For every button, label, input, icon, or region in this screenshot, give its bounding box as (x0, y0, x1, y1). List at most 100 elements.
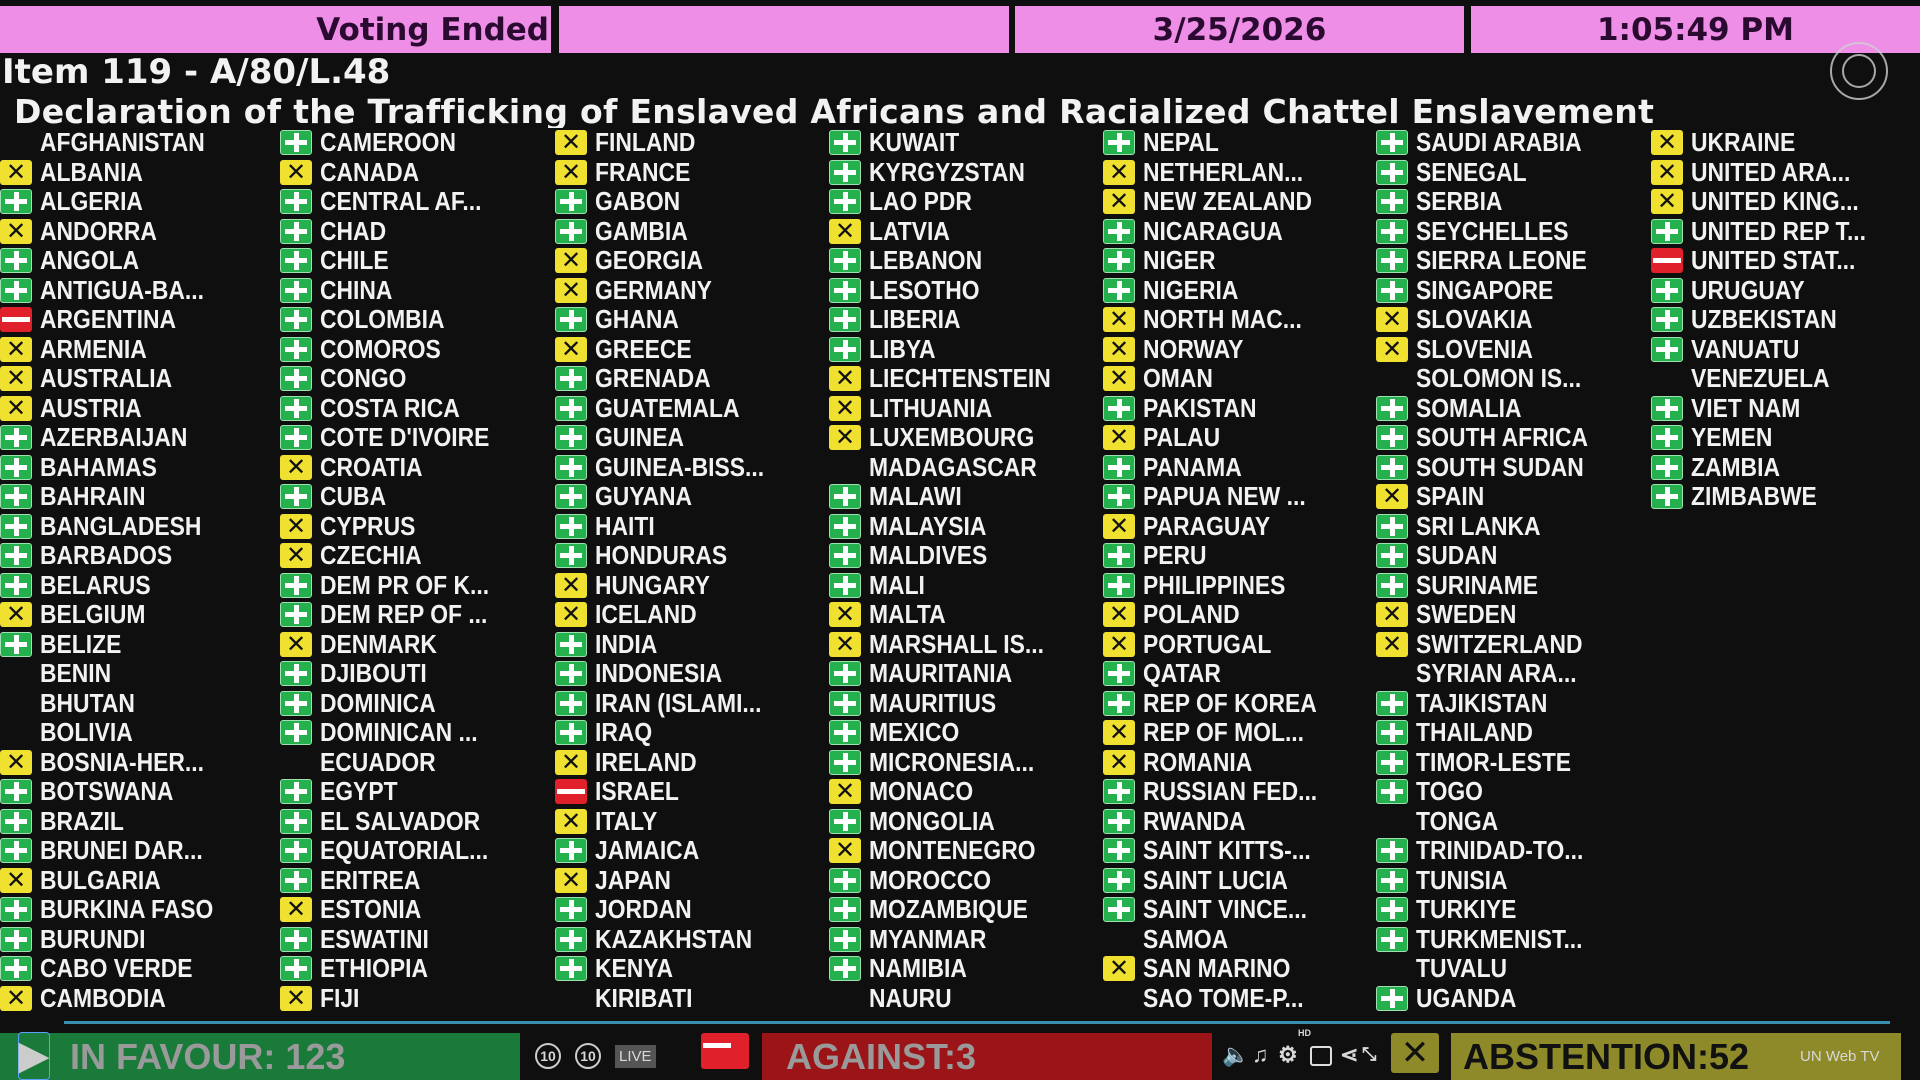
country-name: GUINEA-BISS... (595, 451, 765, 482)
country-row: ANTIGUA-BA... (0, 275, 270, 306)
abstain-vote-icon (1103, 720, 1135, 746)
country-name: GRENADA (595, 363, 711, 394)
country-row: GHANA (555, 304, 825, 335)
yes-vote-icon (0, 956, 32, 982)
country-row: LESOTHO (829, 274, 1099, 306)
country-name: SAINT LUCIA (1143, 864, 1288, 895)
country-name: CHILE (320, 245, 389, 276)
yes-vote-icon (280, 867, 312, 893)
yes-vote-icon (0, 189, 32, 215)
country-name: DEM REP OF ... (320, 599, 488, 630)
no-vote-blank-icon (0, 130, 32, 155)
yes-vote-icon (280, 307, 312, 333)
country-row: MYANMAR (829, 924, 1099, 955)
brand-label: UN Web TV (1800, 1048, 1880, 1065)
country-name: SAINT KITTS-... (1143, 835, 1311, 866)
vote-column: FINLANDFRANCEGABONGAMBIAGEORGIAGERMANYGH… (555, 127, 825, 1013)
country-name: SEYCHELLES (1416, 215, 1569, 246)
yes-vote-icon (1376, 572, 1408, 598)
yes-vote-icon (1103, 838, 1135, 864)
country-name: AUSTRIA (40, 392, 142, 423)
yes-vote-icon (1376, 867, 1408, 893)
live-button[interactable]: LIVE (615, 1045, 656, 1068)
fullscreen-icon[interactable]: ⤡ (1362, 1044, 1377, 1064)
country-name: ROMANIA (1143, 746, 1253, 777)
country-name: TAJIKISTAN (1416, 687, 1548, 718)
rewind-10-button[interactable]: 10 (535, 1043, 561, 1069)
abstain-vote-icon (555, 159, 587, 185)
country-row: GUINEA (555, 422, 825, 453)
vote-time: 1:05:49 PM (1471, 6, 1920, 53)
country-row: MICRONESIA... (829, 747, 1099, 778)
country-name: SWITZERLAND (1416, 628, 1583, 659)
yes-vote-icon (829, 189, 861, 215)
country-name: NORWAY (1143, 333, 1244, 364)
country-row: ISRAEL (555, 776, 825, 807)
country-row: BAHAMAS (0, 452, 270, 483)
country-row: SAN MARINO (1103, 953, 1373, 984)
country-row: BULGARIA (0, 865, 270, 896)
country-row: CAMEROON (280, 127, 550, 158)
country-name: TIMOR-LESTE (1416, 746, 1572, 777)
country-name: NAURU (869, 982, 952, 1013)
yes-vote-icon (0, 897, 32, 923)
country-row: BENIN (0, 658, 270, 689)
progress-bar[interactable] (64, 1021, 1890, 1024)
settings-icon[interactable]: ⚙ (1278, 1042, 1298, 1067)
country-name: LESOTHO (869, 274, 980, 305)
yes-vote-icon (1376, 513, 1408, 539)
country-row: BURKINA FASO (0, 894, 270, 925)
country-row: KUWAIT (829, 127, 1099, 158)
country-row: IRAQ (555, 717, 825, 748)
country-row: MARSHALL IS... (829, 629, 1099, 660)
yes-vote-icon (1651, 395, 1683, 421)
country-row: DOMINICAN ... (280, 717, 550, 748)
country-row: SWEDEN (1376, 599, 1646, 630)
country-row: MALI (829, 570, 1099, 601)
yes-vote-icon (0, 543, 32, 569)
resolution-title: Declaration of the Trafficking of Enslav… (14, 92, 1655, 128)
against-icon (701, 1033, 749, 1069)
country-row: ITALY (555, 806, 825, 837)
share-icon[interactable]: ⋖ (1340, 1042, 1359, 1067)
yes-vote-icon (0, 277, 32, 303)
vote-column: SAUDI ARABIA SENEGAL SERBIA SEYCHELLES SIERR… (1376, 127, 1646, 1013)
abstain-vote-icon (555, 572, 587, 598)
country-name: JAPAN (595, 864, 671, 895)
country-row: MALTA (829, 599, 1099, 630)
abstain-vote-icon (555, 277, 587, 303)
country-row: DENMARK (280, 629, 550, 660)
un-emblem-icon (1830, 42, 1888, 100)
country-name: ICELAND (595, 599, 697, 630)
country-row: OMAN (1103, 363, 1373, 394)
country-name: CHAD (320, 215, 387, 246)
no-vote-blank-icon (555, 986, 587, 1011)
country-row: EL SALVADOR (280, 805, 550, 837)
country-name: SERBIA (1416, 186, 1503, 217)
country-row: BELARUS (0, 570, 270, 601)
country-name: BELGIUM (40, 599, 146, 630)
volume-icon[interactable]: 🔈 (1222, 1042, 1250, 1067)
country-name: EL SALVADOR (320, 805, 481, 836)
country-name: ECUADOR (320, 746, 436, 777)
country-name: PAPUA NEW ... (1143, 481, 1306, 512)
country-name: NEPAL (1143, 127, 1219, 158)
country-row: ROMANIA (1103, 746, 1373, 778)
country-name: MAURITANIA (869, 658, 1013, 689)
country-name: HONDURAS (595, 540, 728, 571)
yes-vote-icon (1376, 425, 1408, 451)
audio-track-icon[interactable]: ♫ (1252, 1042, 1269, 1067)
country-name: HUNGARY (595, 569, 710, 600)
country-row: UKRAINE (1651, 127, 1920, 158)
pip-icon[interactable] (1310, 1046, 1332, 1066)
country-row: HUNGARY (555, 569, 825, 601)
yes-vote-icon (1376, 720, 1408, 746)
forward-10-button[interactable]: 10 (575, 1043, 601, 1069)
country-row: SAINT VINCE... (1103, 894, 1373, 925)
yes-vote-icon (1376, 779, 1408, 805)
country-name: MALDIVES (869, 540, 988, 571)
country-name: AFGHANISTAN (40, 127, 205, 158)
play-button[interactable]: ▶ (18, 1032, 50, 1080)
country-row: ARMENIA (0, 334, 270, 365)
no-vote-blank-icon (280, 750, 312, 775)
